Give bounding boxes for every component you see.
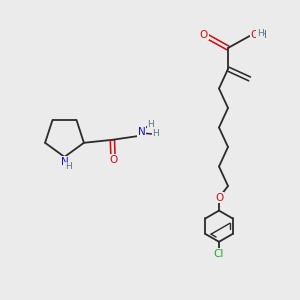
Text: Cl: Cl bbox=[214, 249, 224, 259]
Text: H: H bbox=[257, 29, 264, 38]
Text: O: O bbox=[251, 29, 259, 40]
Text: H: H bbox=[147, 120, 154, 129]
Text: H: H bbox=[65, 162, 71, 171]
Text: O: O bbox=[200, 29, 208, 40]
Text: O: O bbox=[215, 193, 223, 203]
Text: N: N bbox=[61, 157, 68, 167]
Text: N: N bbox=[138, 127, 146, 137]
Text: OH: OH bbox=[251, 29, 267, 40]
Text: H: H bbox=[152, 129, 159, 138]
Text: O: O bbox=[109, 154, 117, 165]
